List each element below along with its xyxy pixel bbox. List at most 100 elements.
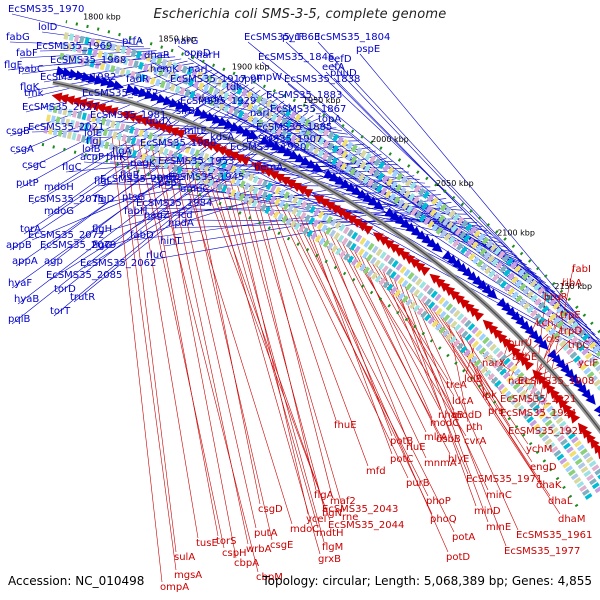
kbp-tick-label: 2050 kbp: [436, 179, 474, 188]
feature-segment: [516, 386, 524, 394]
feature-segment: [480, 366, 489, 374]
feature-segment: [586, 371, 595, 379]
feature-segment: [541, 434, 550, 442]
forward-gene-arrow: [294, 153, 306, 163]
feature-segment: [203, 164, 210, 173]
feature-segment: [448, 210, 456, 219]
feature-segment: [589, 478, 597, 486]
feature-segment: [184, 145, 191, 154]
feature-segment: [314, 234, 322, 243]
reverse-gene-label: dhaL: [548, 496, 573, 507]
feature-segment: [529, 419, 538, 427]
feature-segment: [506, 375, 514, 383]
forward-gene-label: EcSMS35_1980: [140, 138, 216, 149]
reverse-gene-label: engD: [530, 462, 557, 473]
forward-gene-label: dhaR: [144, 50, 170, 61]
feature-segment: [144, 141, 151, 150]
feature-segment: [199, 175, 206, 184]
feature-segment: [146, 53, 152, 62]
feature-segment: [507, 394, 515, 402]
feature-segment: [45, 114, 51, 122]
feature-segment: [303, 142, 311, 151]
reverse-gene-arrow: [593, 442, 600, 455]
forward-gene-label: EcSMS35_1867: [270, 104, 346, 115]
feature-segment: [585, 456, 594, 464]
feature-segment: [189, 147, 196, 156]
feature-segment: [154, 157, 161, 166]
feature-segment: [456, 216, 465, 225]
feature-segment: [93, 125, 99, 134]
forward-gene-label: mltE: [184, 126, 207, 137]
feature-segment: [576, 480, 585, 488]
feature-segment: [221, 80, 228, 89]
forward-gene-arrow: [351, 185, 363, 196]
feature-segment: [372, 169, 380, 178]
reverse-gene-arrow: [439, 281, 451, 293]
feature-segment: [329, 229, 337, 238]
reverse-gene-label: purB: [406, 478, 430, 489]
feature-segment: [166, 138, 173, 147]
forward-gene-label: puuD: [330, 68, 357, 79]
forward-gene-arrow: [373, 200, 385, 210]
feature-segment: [256, 118, 264, 127]
feature-segment: [446, 317, 454, 325]
feature-segment: [563, 442, 571, 450]
reverse-connector: [249, 189, 345, 513]
forward-gene-arrow: [271, 141, 283, 151]
feature-segment: [331, 145, 339, 154]
reverse-gene-arrow: [553, 393, 564, 405]
feature-segment: [115, 44, 122, 53]
reverse-gene-label: EcSMS35_1908: [518, 376, 594, 387]
feature-segment: [489, 357, 497, 366]
reverse-connector: [329, 234, 427, 433]
feature-segment: [92, 49, 98, 57]
reverse-connector: [204, 169, 325, 505]
feature-segment: [158, 146, 165, 155]
feature-segment: [443, 233, 452, 242]
feature-segment: [374, 274, 382, 283]
reverse-gene-label: purU: [508, 338, 532, 349]
feature-segment: [581, 348, 590, 356]
feature-segment: [423, 217, 431, 226]
feature-segment: [556, 305, 564, 314]
feature-segment: [507, 287, 516, 296]
forward-gene-arrow: [87, 73, 99, 84]
feature-segment: [567, 317, 576, 326]
feature-segment: [492, 347, 501, 355]
feature-segment: [89, 59, 96, 68]
forward-gene-arrow: [74, 70, 86, 81]
reverse-gene-label: flgA: [314, 490, 334, 501]
forward-gene-label: acpP: [80, 152, 104, 163]
reverse-connector: [158, 151, 237, 559]
forward-gene-arrow: [282, 147, 295, 157]
feature-segment: [64, 118, 71, 127]
feature-segment: [420, 310, 428, 319]
feature-segment: [584, 492, 593, 500]
forward-gene-label: fabH: [124, 206, 148, 217]
reverse-gene-label: EcSMS35_1977: [504, 546, 580, 557]
reverse-gene-label: cbpM: [256, 572, 283, 583]
feature-segment: [335, 159, 343, 168]
feature-segment: [571, 454, 580, 462]
forward-gene-arrow: [156, 93, 168, 104]
reverse-gene-label: EcSMS35_1961: [516, 530, 592, 541]
feature-segment: [322, 139, 330, 148]
feature-segment: [153, 66, 160, 75]
reverse-gene-label: trpC: [568, 340, 589, 351]
feature-segment: [265, 193, 273, 202]
forward-gene-arrow: [62, 67, 74, 78]
feature-segment: [152, 133, 159, 142]
forward-gene-label: EcSMS35_1968: [50, 55, 126, 66]
reverse-gene-arrow: [409, 258, 421, 269]
feature-segment: [318, 126, 326, 135]
feature-segment: [203, 96, 211, 105]
forward-gene-arrow: [328, 172, 340, 182]
forward-gene-label: flgK: [20, 82, 40, 93]
feature-segment: [313, 134, 321, 143]
feature-segment: [221, 185, 228, 193]
forward-gene-label: EcSMS35_1969: [36, 41, 112, 52]
feature-segment: [541, 320, 549, 329]
reverse-connector: [118, 138, 177, 571]
feature-segment: [126, 135, 132, 144]
